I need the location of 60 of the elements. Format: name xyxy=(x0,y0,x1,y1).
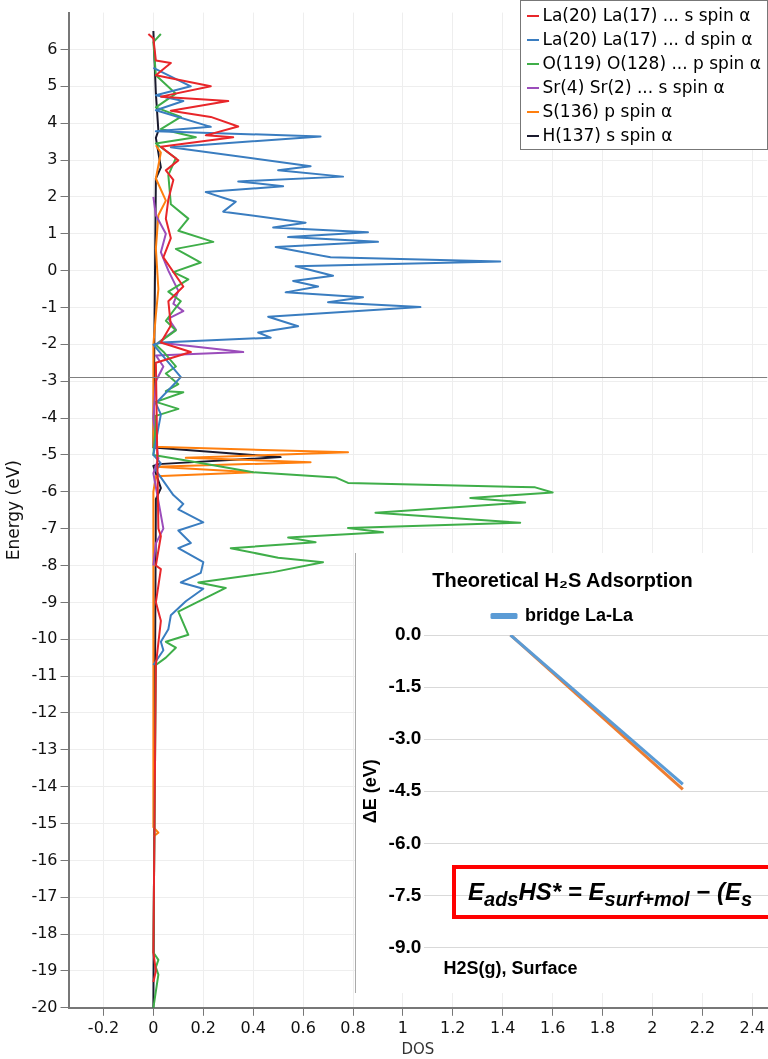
x-axis-title: DOS xyxy=(401,1039,435,1058)
y-tick-label: -6 xyxy=(41,480,58,500)
x-tick-label: 1.4 xyxy=(490,1017,516,1037)
x-tick-label: 0 xyxy=(148,1017,159,1037)
y-tick-label: -13 xyxy=(31,738,58,758)
y-axis-title: ΔE (eV) xyxy=(359,759,380,824)
y-tick-label: -9 xyxy=(41,591,58,611)
y-tick-label: 3 xyxy=(47,149,58,169)
y-axis-title: Energy (eV) xyxy=(2,460,23,561)
y-tick-label: -14 xyxy=(31,775,58,795)
x-tick-label: 0.4 xyxy=(240,1017,266,1037)
legend-label: bridge La-La xyxy=(525,604,634,625)
y-tick-label: -15 xyxy=(31,812,58,832)
y-tick-label: 5 xyxy=(47,75,58,95)
y-tick-label: 4 xyxy=(47,112,58,132)
legend-label: S(136) p spin α xyxy=(542,101,673,121)
legend-label: La(20) La(17) ... d spin α xyxy=(542,29,753,49)
y-tick-label: -3 xyxy=(41,370,58,390)
y-tick-label: -1 xyxy=(41,296,58,316)
x-tick-label: -0.2 xyxy=(87,1017,120,1037)
x-tick-label: 0.2 xyxy=(190,1017,217,1037)
y-tick-label: -9.0 xyxy=(388,935,422,957)
y-tick-label: -18 xyxy=(31,923,58,943)
y-tick-label: -11 xyxy=(31,665,58,685)
x-tick-label: 2.2 xyxy=(689,1017,716,1037)
legend-label: La(20) La(17) ... s spin α xyxy=(542,5,751,25)
y-tick-label: 6 xyxy=(47,38,58,58)
y-tick-label: -7 xyxy=(41,517,58,537)
y-tick-label: 2 xyxy=(47,186,58,206)
chart-title: Theoretical H₂S Adsorption xyxy=(432,568,693,591)
x-tick-label: 0.8 xyxy=(340,1017,366,1037)
legend-label: H(137) s spin α xyxy=(542,125,673,145)
x-tick-label: 0.6 xyxy=(290,1017,316,1037)
y-tick-label: -2 xyxy=(41,333,58,353)
x-tick-label: 2.4 xyxy=(739,1017,765,1037)
x-tick-label: 2 xyxy=(647,1017,658,1037)
y-tick-label: -19 xyxy=(31,960,58,980)
x-tick-label: 1.2 xyxy=(440,1017,466,1037)
y-tick-label: -5 xyxy=(41,444,58,464)
x-tick-label: 1.6 xyxy=(539,1017,566,1037)
y-tick-label: 1 xyxy=(47,222,58,242)
y-tick-label: -6.0 xyxy=(388,831,422,853)
y-tick-label: -4 xyxy=(41,407,58,427)
legend-label: Sr(4) Sr(2) ... s spin α xyxy=(542,77,725,97)
y-tick-label: -20 xyxy=(31,996,58,1016)
x-tick-label: 1.8 xyxy=(589,1017,616,1037)
y-tick-label: -12 xyxy=(31,702,58,722)
y-tick-label: -1.5 xyxy=(388,675,422,697)
legend-label: O(119) O(128) ... p spin α xyxy=(542,53,761,73)
y-tick-label: -4.5 xyxy=(388,779,422,801)
y-tick-label: 0.0 xyxy=(394,623,422,645)
y-tick-label: -3.0 xyxy=(388,727,422,749)
y-tick-label: -8 xyxy=(41,554,58,574)
annotation: E$_{ads}$HS* = E$_{surf+mol}$ − (E$_{s}$ xyxy=(452,865,768,919)
y-tick-label: -7.5 xyxy=(388,883,422,905)
y-tick-label: -10 xyxy=(31,628,58,648)
y-tick-label: -16 xyxy=(31,849,58,869)
y-tick-label: -17 xyxy=(31,886,58,906)
y-tick-label: 0 xyxy=(47,259,58,279)
x-tick-label: H2S(g), Surface xyxy=(443,958,578,979)
